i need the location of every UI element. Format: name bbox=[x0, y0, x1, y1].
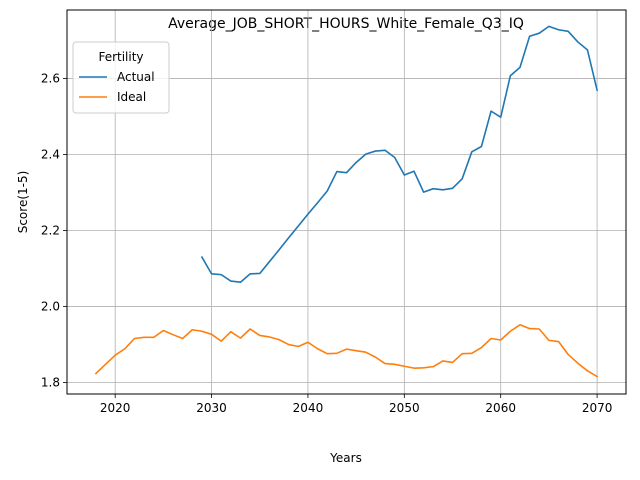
legend-label-ideal: Ideal bbox=[117, 90, 146, 104]
plot-frame bbox=[66, 9, 627, 395]
y-tick-label: 2.0 bbox=[41, 300, 60, 314]
x-tick-label: 2020 bbox=[100, 401, 131, 415]
x-tick-label: 2050 bbox=[389, 401, 420, 415]
series-line-ideal bbox=[94, 323, 599, 378]
legend-label-actual: Actual bbox=[117, 70, 155, 84]
legend: Fertility Actual Ideal bbox=[72, 41, 170, 114]
y-axis: 1.8 2.0 2.2 2.4 2.6 bbox=[41, 71, 67, 390]
x-tick-label: 2060 bbox=[485, 401, 516, 415]
y-axis-label: Score(1-5) bbox=[16, 171, 30, 234]
x-tick-label: 2040 bbox=[293, 401, 324, 415]
series-line-actual bbox=[200, 25, 599, 284]
legend-frame bbox=[72, 41, 170, 114]
chart-title: Average_JOB_SHORT_HOURS_White_Female_Q3_… bbox=[168, 16, 524, 32]
x-tick-label: 2030 bbox=[196, 401, 227, 415]
x-tick-label: 2070 bbox=[582, 401, 613, 415]
x-axis: 2020 2030 2040 2050 2060 2070 bbox=[100, 394, 612, 415]
y-tick-label: 2.2 bbox=[41, 224, 60, 238]
legend-title: Fertility bbox=[98, 50, 143, 64]
x-axis-label: Years bbox=[329, 451, 362, 465]
y-tick-label: 2.6 bbox=[41, 71, 60, 85]
y-tick-label: 2.4 bbox=[41, 147, 60, 161]
series-group bbox=[94, 25, 599, 378]
y-tick-label: 1.8 bbox=[41, 376, 60, 390]
